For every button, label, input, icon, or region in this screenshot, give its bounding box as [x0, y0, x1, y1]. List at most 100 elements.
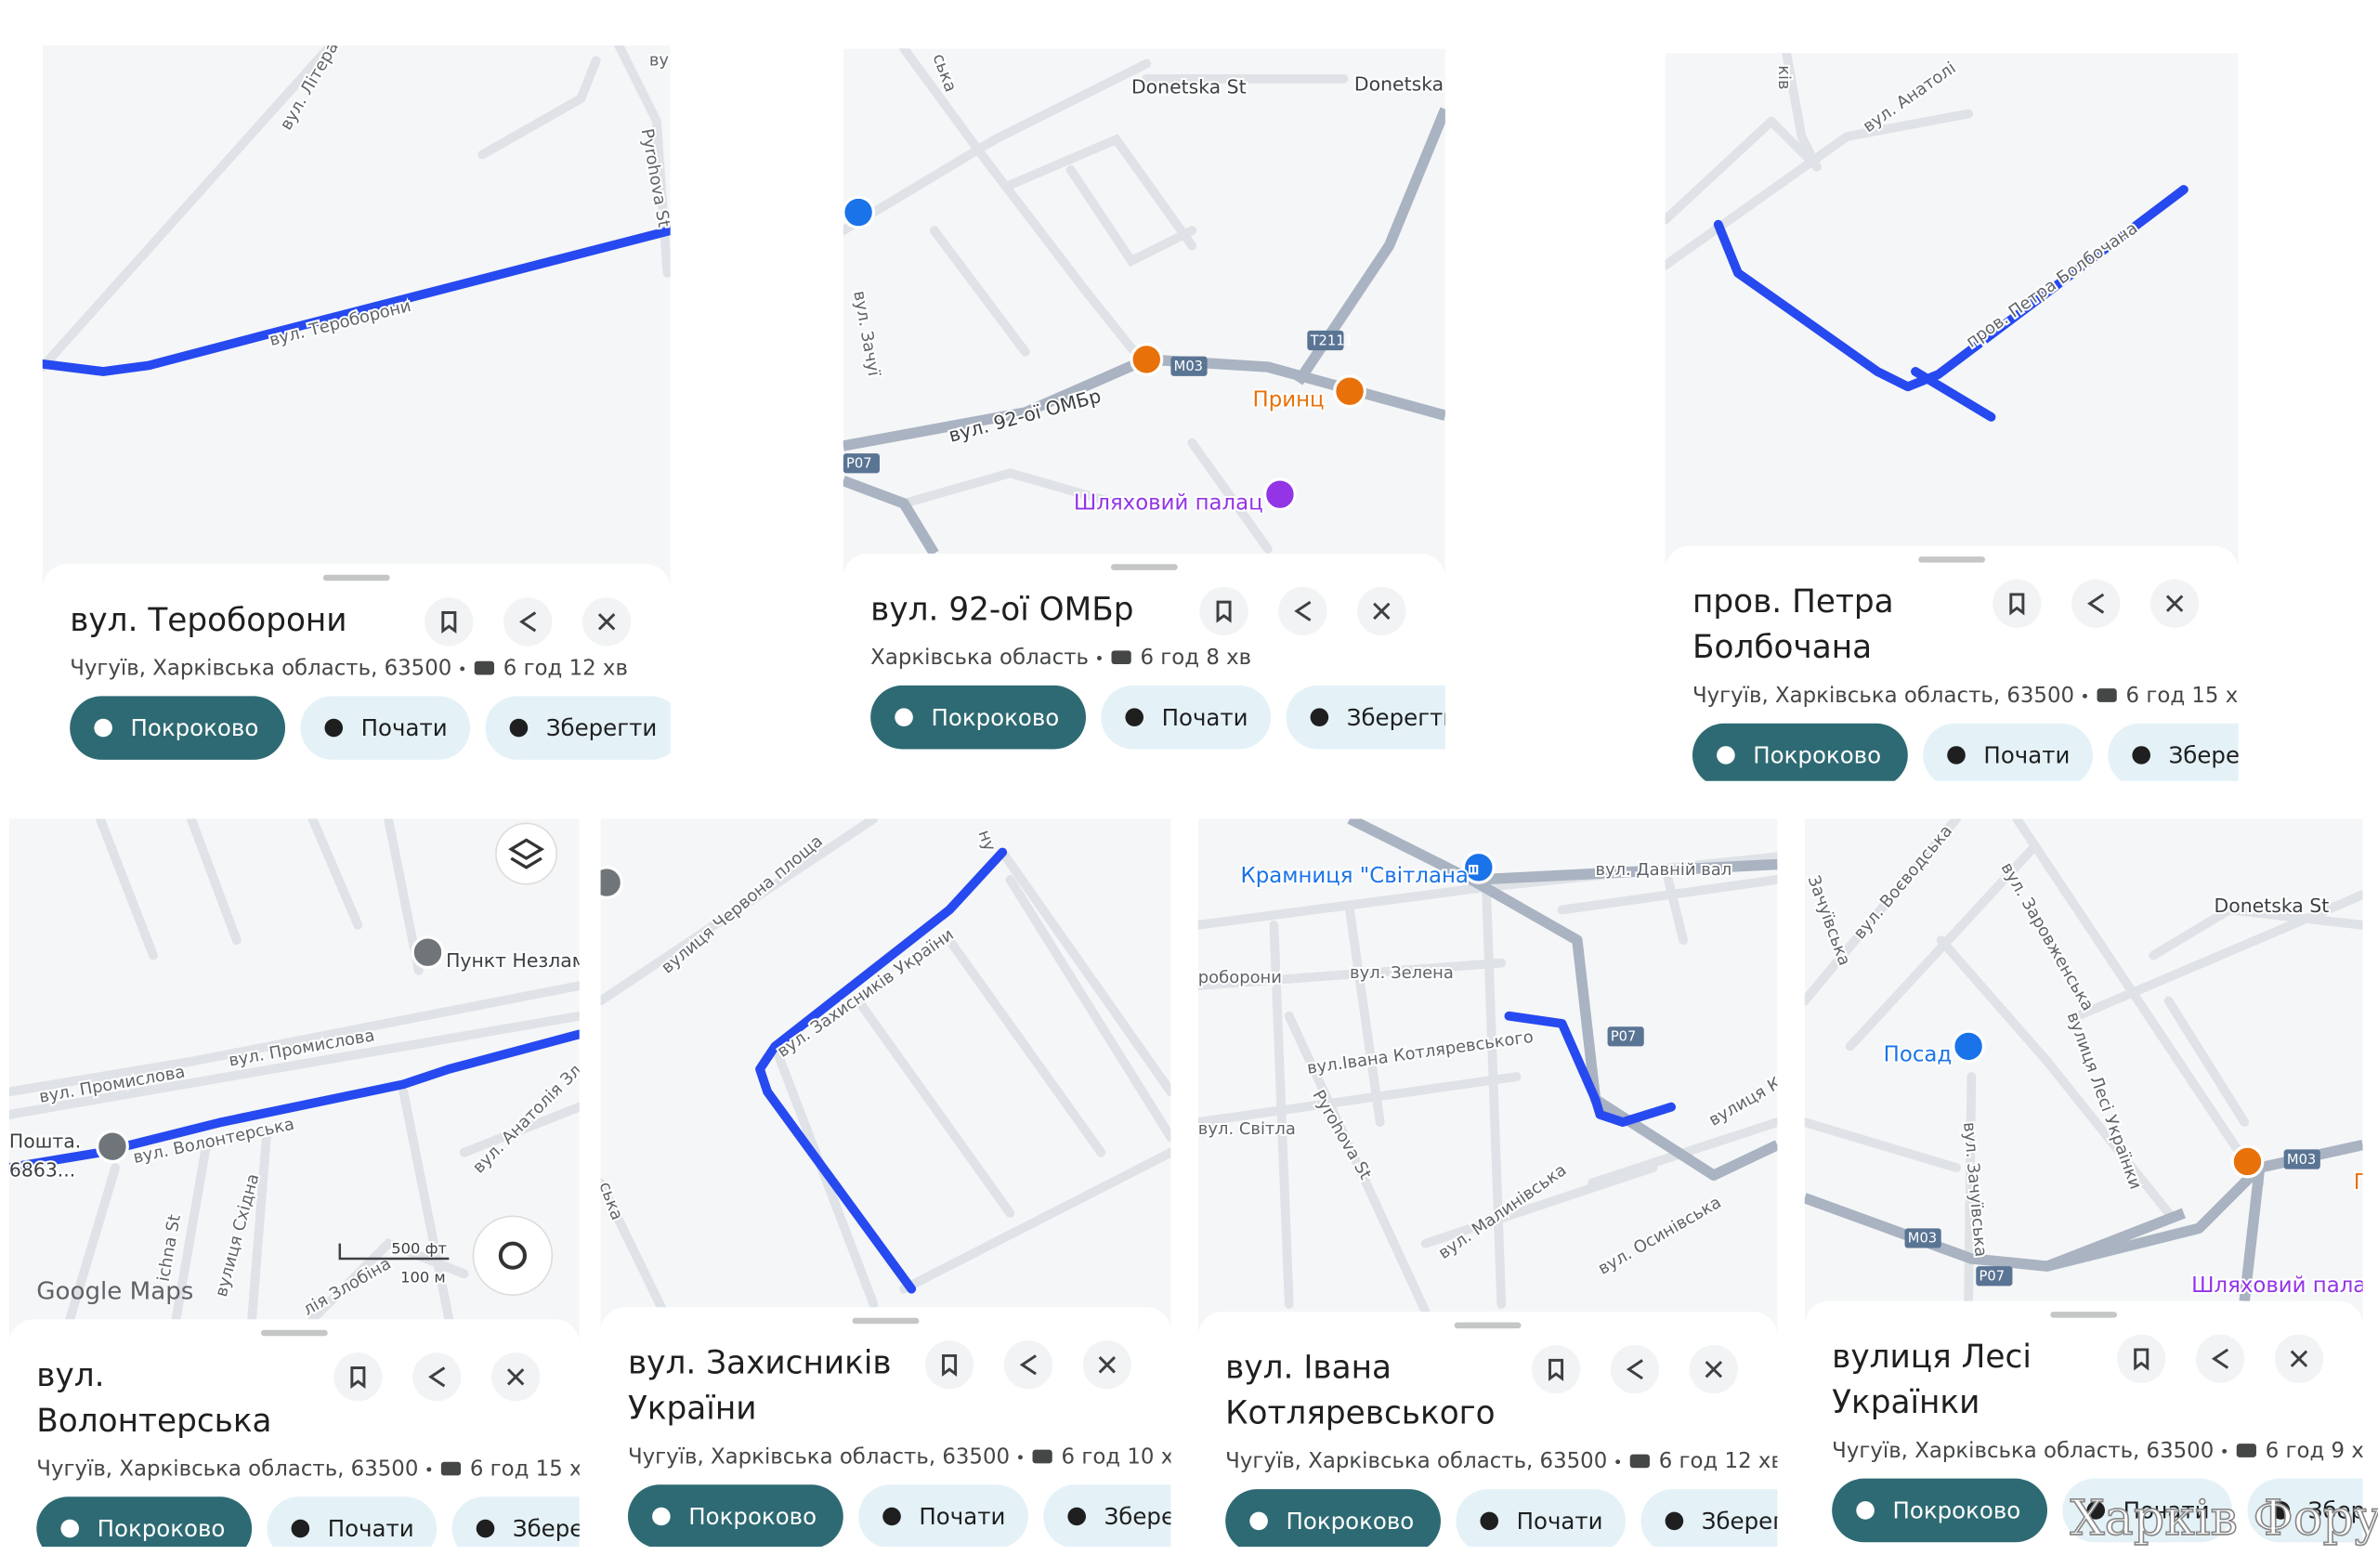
place-title: Болбочана: [1692, 629, 1872, 666]
travel-time: 6 год 12 хв: [1659, 1449, 1784, 1473]
road: [171, 1140, 212, 1325]
action-button[interactable]: [627, 1484, 843, 1548]
road-badge: [843, 453, 880, 474]
road: [2072, 890, 2363, 1021]
action-button[interactable]: [1101, 685, 1272, 750]
road: [1665, 116, 1776, 225]
share-icon-button[interactable]: [2195, 1334, 2245, 1383]
button-label: Почати: [361, 714, 448, 741]
share-icon-button[interactable]: [503, 597, 553, 647]
main-road: [1804, 1139, 2363, 1272]
map-label: 500 фт: [391, 1240, 447, 1258]
action-button[interactable]: [267, 1496, 438, 1561]
action-button[interactable]: [1225, 1489, 1441, 1553]
share-icon-button[interactable]: [1003, 1340, 1053, 1390]
road: [1804, 1117, 1961, 1172]
action-button[interactable]: [1640, 1489, 1837, 1553]
action-button[interactable]: [1286, 685, 1483, 750]
button-label: Зберегти: [1702, 1508, 1812, 1535]
road: [1663, 874, 1689, 946]
button-icon: [1067, 1507, 1086, 1526]
car-icon: [1629, 1454, 1650, 1469]
button-label: Почати: [1517, 1508, 1603, 1535]
action-button[interactable]: [2247, 1478, 2378, 1543]
share-icon-button[interactable]: [2071, 579, 2121, 628]
place-title: вул. Захисників: [628, 1345, 892, 1382]
action-button[interactable]: [1692, 723, 1908, 788]
action-button[interactable]: [1923, 723, 2093, 788]
drag-handle: [1110, 564, 1178, 570]
road: [1482, 882, 1507, 1309]
map-label: Принц: [1253, 387, 1325, 412]
road: [998, 847, 1171, 1097]
action-button[interactable]: [2108, 723, 2305, 788]
address: Чугуїв, Харківська область, 63500: [1832, 1439, 2214, 1463]
address: Чугуїв, Харківська область, 63500: [36, 1457, 418, 1481]
drag-handle: [852, 1317, 920, 1325]
action-button[interactable]: [870, 685, 1086, 750]
button-label: Зберегти: [1347, 704, 1457, 731]
save-icon-button-glyph: [441, 611, 457, 634]
layers-button[interactable]: [495, 822, 558, 885]
action-button[interactable]: [858, 1484, 1028, 1548]
save-icon-button-glyph: [1548, 1358, 1564, 1381]
save-icon-button[interactable]: [924, 1340, 974, 1390]
travel-time: 6 год 8 хв: [1141, 646, 1252, 670]
share-icon-button[interactable]: [412, 1352, 462, 1402]
save-icon-button[interactable]: [425, 597, 474, 647]
action-button[interactable]: [1043, 1484, 1240, 1548]
save-icon-button[interactable]: [1993, 579, 2042, 628]
road: [1766, 116, 1822, 172]
address: Чугуїв, Харківська область, 63500: [628, 1444, 1010, 1469]
place-title: вул. 92-ої ОМБр: [870, 591, 1133, 628]
action-button[interactable]: [1456, 1489, 1627, 1553]
road: [399, 1087, 454, 1325]
share-icon-button[interactable]: [1610, 1345, 1660, 1394]
place-title: вул.: [36, 1357, 104, 1394]
road: [1284, 1011, 1431, 1317]
action-button[interactable]: [300, 696, 471, 760]
road: [1197, 958, 1507, 991]
road-badge: [1170, 356, 1208, 376]
button-label: Зберегти: [513, 1515, 623, 1542]
button-label: Покроково: [931, 704, 1059, 731]
road: [8, 981, 580, 1097]
action-button[interactable]: [485, 696, 683, 760]
save-icon-button-glyph: [2134, 1348, 2149, 1371]
button-icon: [1717, 746, 1735, 764]
road: [899, 468, 1121, 508]
share-icon-button-glyph: [1626, 1359, 1643, 1380]
action-button[interactable]: [36, 1496, 253, 1561]
map-label: вул. Давній вал: [1596, 860, 1732, 880]
road: [247, 1125, 272, 1325]
road: [1845, 844, 2037, 1052]
car-icon: [474, 660, 494, 675]
action-button[interactable]: [1832, 1478, 2047, 1543]
main-road: [843, 476, 939, 556]
save-icon-button[interactable]: [1531, 1345, 1581, 1394]
share-icon-button-glyph: [2087, 593, 2105, 614]
poi-pin: [1461, 850, 1496, 884]
route: [1713, 185, 2189, 392]
road-badge: [1976, 1266, 2013, 1287]
drag-handle: [322, 574, 390, 581]
map-label: 6863...: [9, 1158, 75, 1181]
action-button[interactable]: [2062, 1478, 2233, 1543]
close-icon-button-glyph: [2165, 595, 2184, 612]
map-label: Donetska St: [1354, 72, 1470, 95]
route: [8, 1029, 580, 1172]
action-button[interactable]: [70, 696, 286, 760]
road: [1345, 905, 1385, 1127]
car-icon: [440, 1461, 462, 1476]
save-icon-button[interactable]: [333, 1352, 383, 1402]
save-icon-button-glyph: [2009, 593, 2025, 616]
save-icon-button[interactable]: [1199, 586, 1248, 636]
share-icon-button[interactable]: [1278, 586, 1327, 636]
my-location-button[interactable]: [472, 1215, 554, 1296]
place-card: [42, 564, 671, 774]
button-label: Зберегти: [1104, 1503, 1215, 1530]
save-icon-button[interactable]: [2117, 1334, 2166, 1383]
